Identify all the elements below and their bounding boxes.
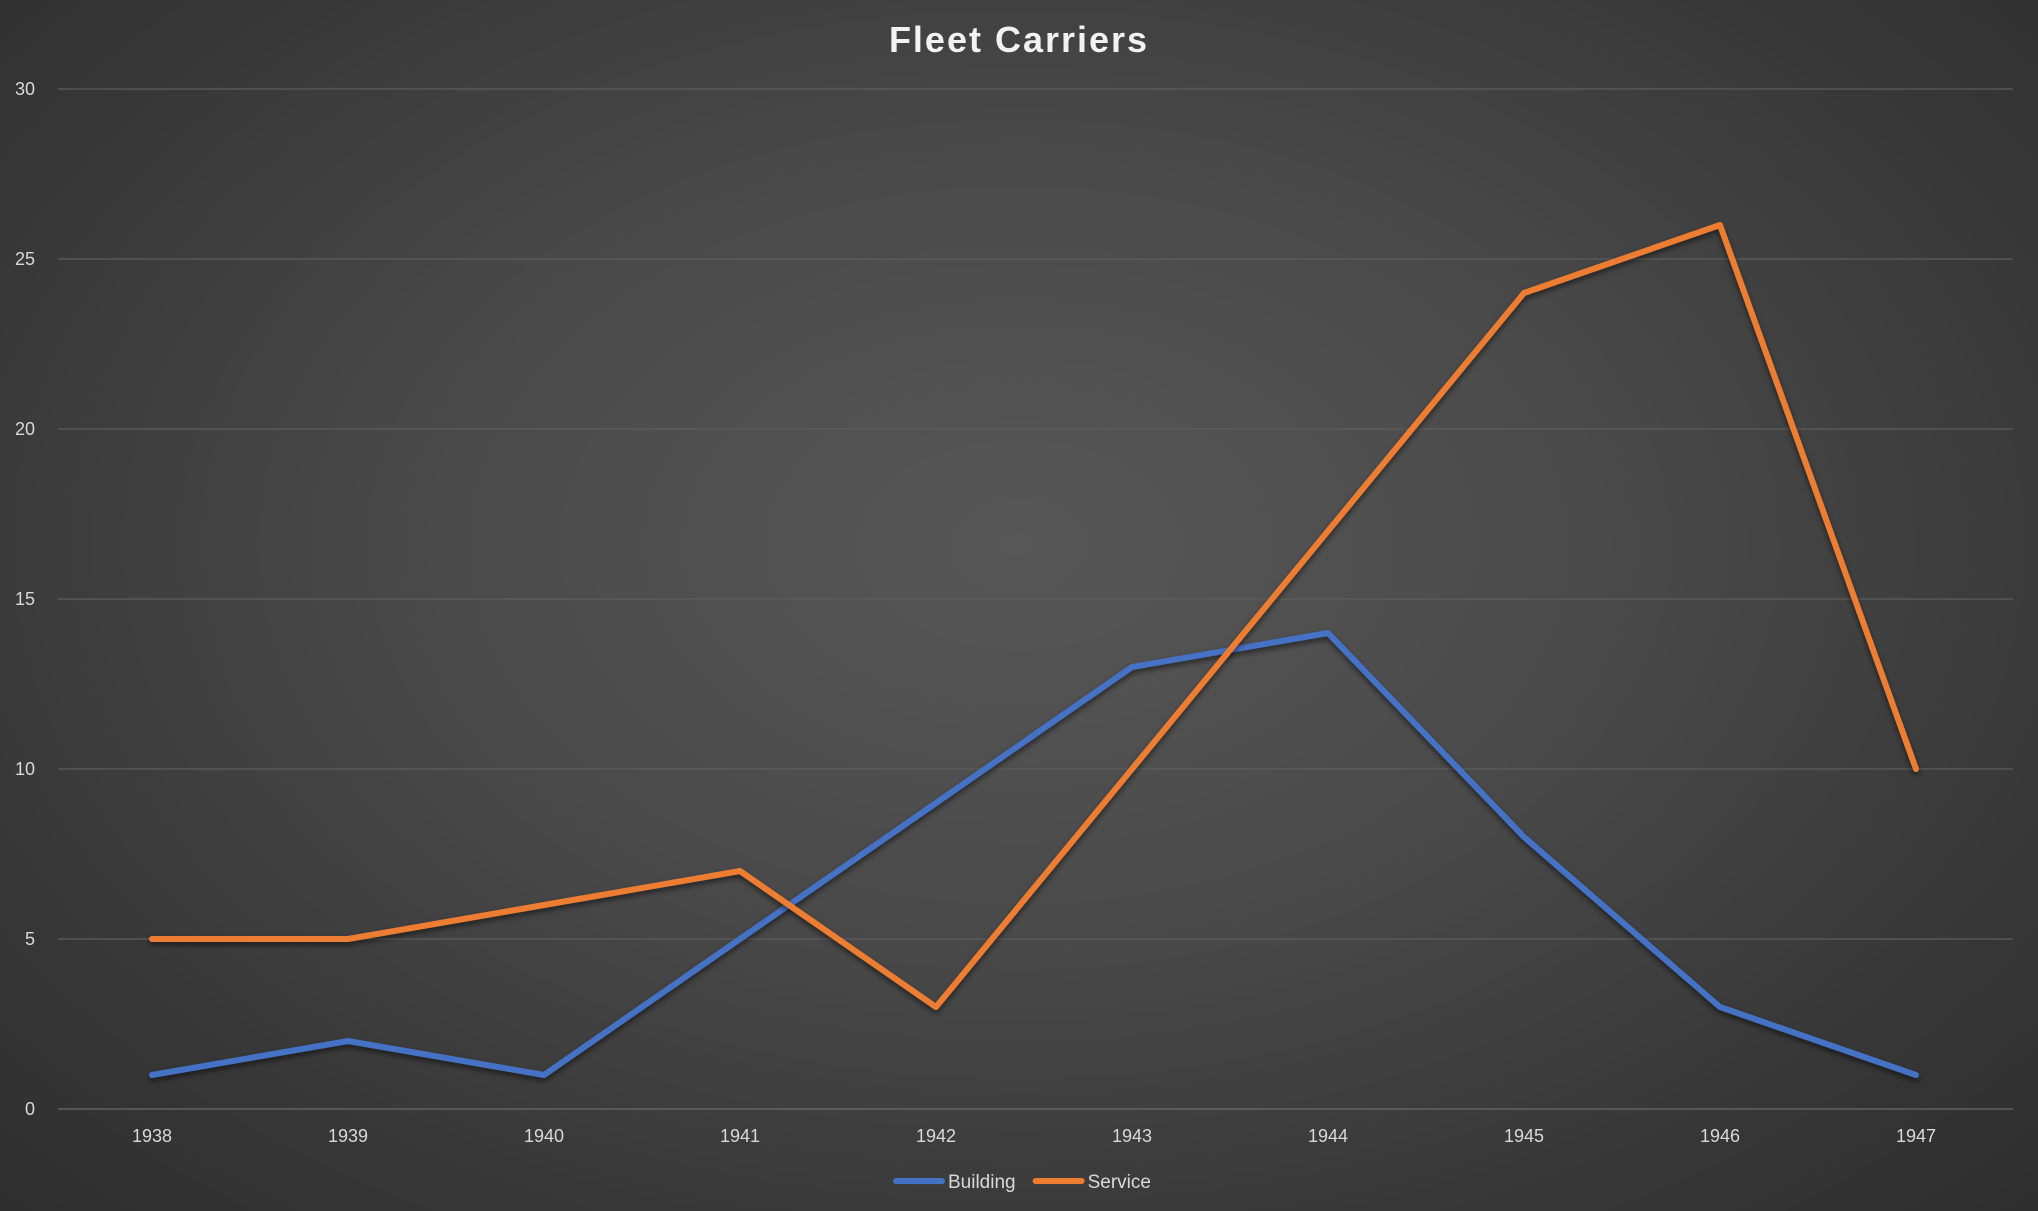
data-point-building	[1325, 630, 1331, 636]
x-tick-label: 1945	[1504, 1126, 1544, 1146]
y-tick-label: 15	[15, 589, 35, 609]
legend-label: Service	[1088, 1172, 1151, 1193]
data-point-building	[149, 1072, 155, 1078]
data-point-service	[1717, 222, 1723, 228]
y-tick-label: 10	[15, 759, 35, 779]
y-tick-label: 25	[15, 249, 35, 269]
gridlines	[58, 88, 2013, 1110]
x-tick-label: 1946	[1700, 1126, 1740, 1146]
data-point-building	[345, 1038, 351, 1044]
x-axis-tick-labels: 1938 1939 1940 1941 1942 1943 1944 1945 1946 1947	[132, 1126, 1936, 1146]
legend-label: Building	[948, 1172, 1016, 1193]
x-tick-label: 1940	[524, 1126, 564, 1146]
data-point-building	[737, 936, 743, 942]
series-lines	[149, 222, 1919, 1078]
x-tick-label: 1943	[1112, 1126, 1152, 1146]
y-axis-tick-labels: 0 5 10 15 20 25 30	[15, 79, 35, 1119]
x-tick-label: 1947	[1896, 1126, 1936, 1146]
data-point-building	[541, 1072, 547, 1078]
legend-item-building: Building	[893, 1172, 1016, 1193]
y-tick-label: 20	[15, 419, 35, 439]
x-tick-label: 1944	[1308, 1126, 1348, 1146]
data-point-service	[1913, 766, 1919, 772]
data-point-service	[1129, 766, 1135, 772]
series-line-building	[149, 630, 1919, 1078]
x-tick-label: 1942	[916, 1126, 956, 1146]
data-point-building	[1521, 834, 1527, 840]
y-tick-label: 0	[25, 1099, 35, 1119]
data-point-service	[1521, 290, 1527, 296]
data-point-service	[541, 902, 547, 908]
data-point-building	[1717, 1004, 1723, 1010]
data-point-service	[737, 868, 743, 874]
legend: Building Service	[893, 1172, 1151, 1193]
y-tick-label: 30	[15, 79, 35, 99]
x-tick-label: 1938	[132, 1126, 172, 1146]
data-point-building	[933, 800, 939, 806]
data-point-service	[345, 936, 351, 942]
x-tick-label: 1939	[328, 1126, 368, 1146]
data-point-service	[149, 936, 155, 942]
data-point-building	[1913, 1072, 1919, 1078]
data-point-building	[1129, 664, 1135, 670]
chart-title: Fleet Carriers	[889, 19, 1149, 60]
series-line-service	[149, 222, 1919, 1010]
data-point-service	[1325, 528, 1331, 534]
data-point-service	[933, 1004, 939, 1010]
y-tick-label: 5	[25, 929, 35, 949]
x-tick-label: 1941	[720, 1126, 760, 1146]
legend-item-service: Service	[1032, 1172, 1151, 1193]
